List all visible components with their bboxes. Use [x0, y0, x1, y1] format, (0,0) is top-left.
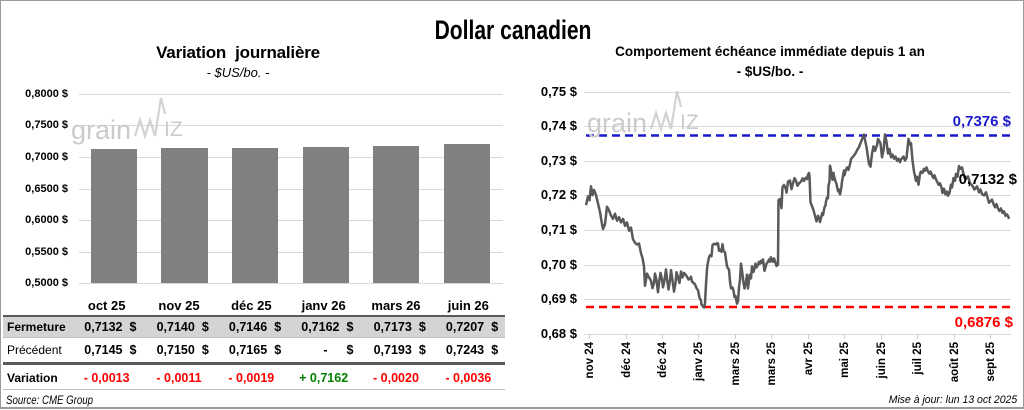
svg-text:IZ: IZ — [680, 111, 699, 134]
svg-text:grain: grain — [587, 108, 647, 138]
svg-text:IZ: IZ — [164, 118, 183, 141]
svg-text:grain: grain — [71, 115, 131, 145]
